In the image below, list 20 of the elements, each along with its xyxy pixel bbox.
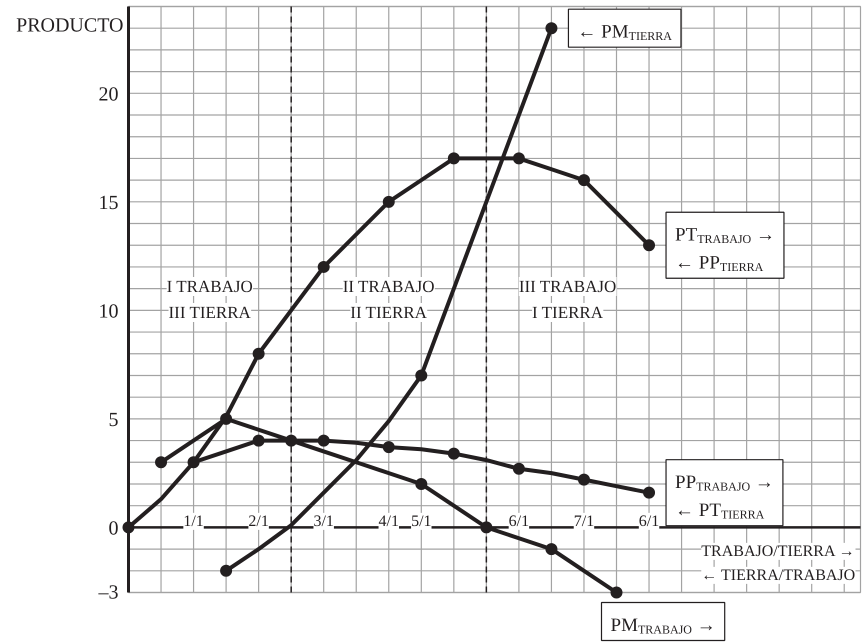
x-tick-label: 5/1 [411,512,432,530]
y-tick-label: 5 [108,408,118,431]
x-tick-label: 4/1 [378,512,399,530]
annotation: ← TIERRA/TRABAJO [701,566,856,584]
y-tick-label: –3 [98,582,118,604]
x-tick-label: 6/1 [638,512,660,530]
x-tick-label: 6/1 [508,512,530,530]
x-tick-label: 7/1 [574,512,594,530]
annotation: II TRABAJO II TIERRA [342,277,435,322]
y-tick-label: 15 [98,192,118,214]
y-tick-label: 0 [108,517,118,540]
annotation: I TRABAJO III TIERRA [166,277,253,322]
y-tick-label: 20 [98,83,118,106]
x-tick-label: 2/1 [248,512,269,530]
y-axis-title: PRODUCTO [16,14,124,36]
x-tick-label: 3/1 [313,512,334,530]
x-axis-title: TRABAJO/TIERRA → [701,542,855,560]
y-tick-label: 10 [98,300,118,322]
x-tick-label: 1/1 [183,512,204,530]
annotation: III TRABAJO I TIERRA [518,277,616,322]
